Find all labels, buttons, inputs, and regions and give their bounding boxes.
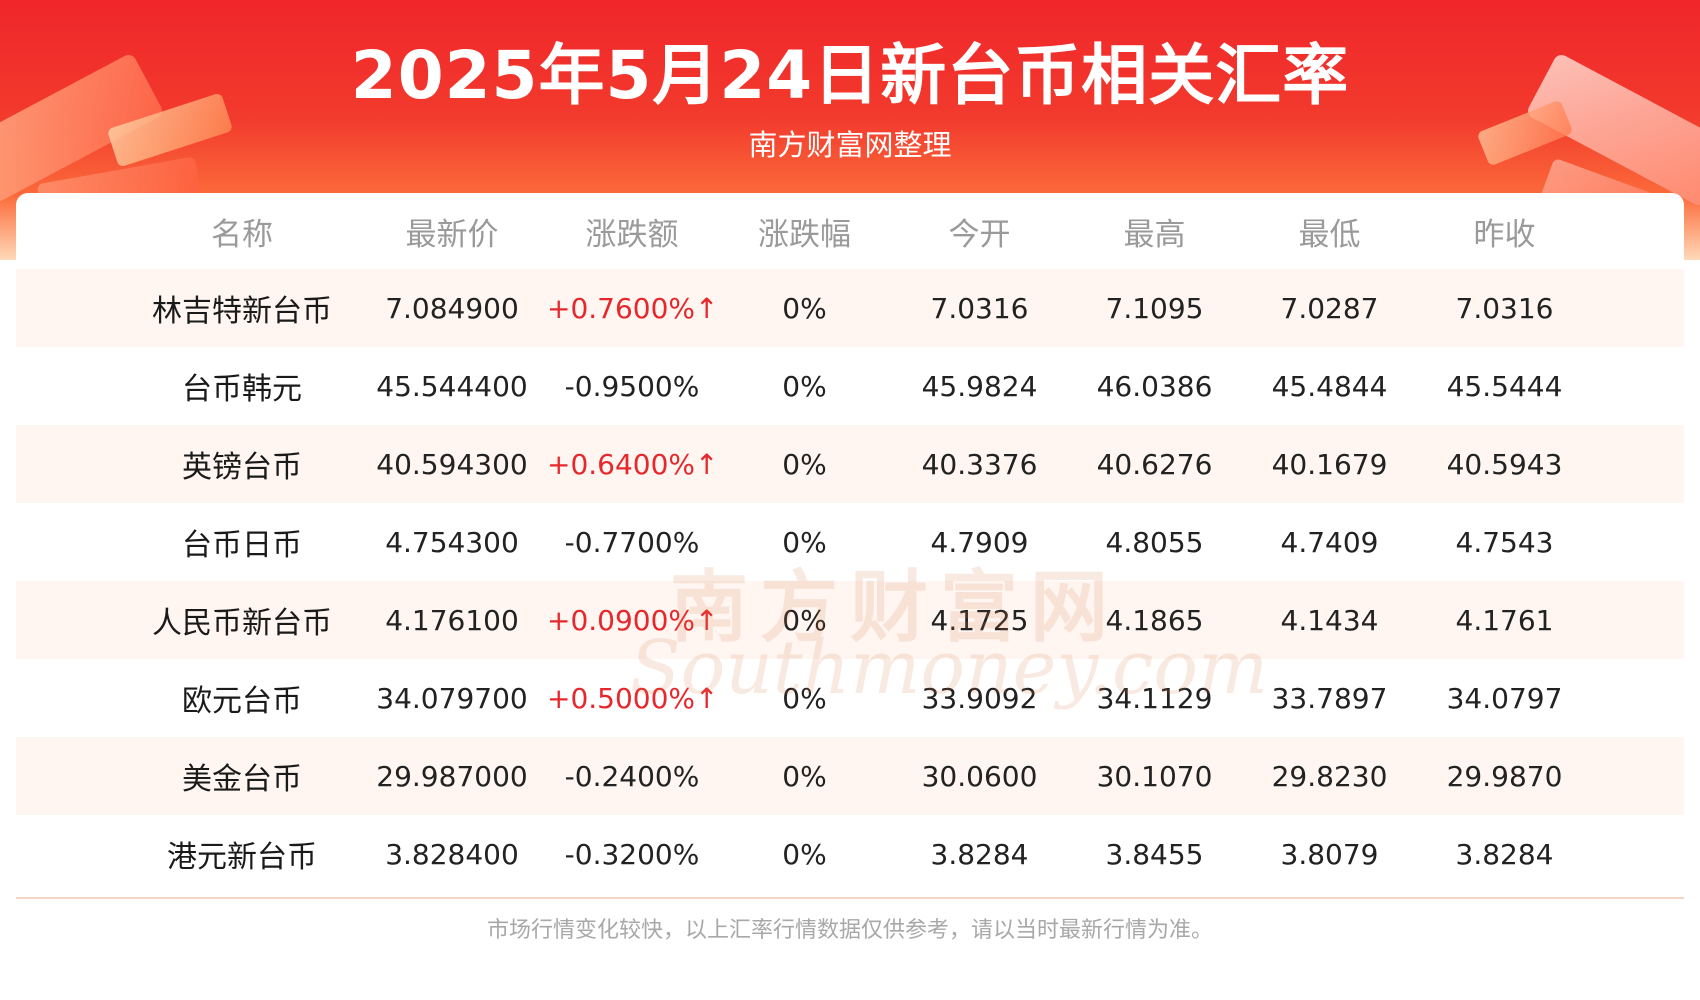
cell-name: 美金台币 <box>182 762 302 797</box>
cell-name: 人民币新台币 <box>152 606 332 641</box>
table-row: 美金台币 29.987000 -0.2400% 0% 30.0600 30.10… <box>16 737 1684 815</box>
cell-change-pct: 0% <box>782 447 827 481</box>
column-header-high: 最高 <box>1123 216 1186 253</box>
cell-name: 林吉特新台币 <box>152 294 332 329</box>
cell-prev-close: 4.7543 <box>1455 525 1554 559</box>
cell-low: 45.4844 <box>1271 369 1388 403</box>
cell-latest: 29.987000 <box>376 759 528 793</box>
cell-open: 4.7909 <box>930 525 1029 559</box>
column-header-change: 涨跌额 <box>585 216 679 253</box>
table-row: 英镑台币 40.594300 +0.6400%↑ 0% 40.3376 40.6… <box>16 425 1684 503</box>
table-row: 人民币新台币 4.176100 +0.0900%↑ 0% 4.1725 4.18… <box>16 581 1684 659</box>
cell-change-pct: 0% <box>782 291 827 325</box>
cell-high: 46.0386 <box>1096 369 1213 403</box>
column-header-change-pct: 涨跌幅 <box>758 216 851 253</box>
cell-change-pct: 0% <box>782 837 827 871</box>
cell-latest: 4.176100 <box>385 603 519 637</box>
cell-latest: 7.084900 <box>385 291 519 325</box>
cell-prev-close: 3.8284 <box>1455 837 1554 871</box>
cell-prev-close: 29.9870 <box>1446 759 1563 793</box>
column-header-open: 今开 <box>948 216 1011 253</box>
cell-low: 4.1434 <box>1280 603 1379 637</box>
cell-high: 3.8455 <box>1105 837 1204 871</box>
rates-table: 名称 最新价 涨跌额 涨跌幅 今开 最高 最低 昨收 林吉特新台币 7.0849… <box>16 193 1684 899</box>
cell-open: 45.9824 <box>921 369 1038 403</box>
table-row: 台币韩元 45.544400 -0.9500% 0% 45.9824 46.03… <box>16 347 1684 425</box>
cell-open: 3.8284 <box>930 837 1029 871</box>
cell-name: 英镑台币 <box>182 450 302 485</box>
cell-latest: 40.594300 <box>376 447 528 481</box>
cell-latest: 4.754300 <box>385 525 519 559</box>
cell-low: 40.1679 <box>1271 447 1388 481</box>
table-row: 港元新台币 3.828400 -0.3200% 0% 3.8284 3.8455… <box>16 815 1684 893</box>
column-header-prev-close: 昨收 <box>1473 216 1536 253</box>
column-header-latest: 最新价 <box>405 216 499 253</box>
cell-change-pct: 0% <box>782 759 827 793</box>
cell-open: 4.1725 <box>930 603 1029 637</box>
cell-high: 4.1865 <box>1105 603 1204 637</box>
column-header-low: 最低 <box>1298 216 1361 253</box>
footer-disclaimer: 市场行情变化较快，以上汇率行情数据仅供参考，请以当时最新行情为准。 <box>486 918 1213 943</box>
column-header-name: 名称 <box>211 216 273 253</box>
cell-change-pct: 0% <box>782 681 827 715</box>
cell-open: 7.0316 <box>930 291 1029 325</box>
table-body: 林吉特新台币 7.084900 +0.7600%↑ 0% 7.0316 7.10… <box>16 269 1684 893</box>
cell-low: 29.8230 <box>1271 759 1388 793</box>
cell-prev-close: 4.1761 <box>1455 603 1554 637</box>
cell-open: 33.9092 <box>921 681 1038 715</box>
cell-high: 30.1070 <box>1096 759 1213 793</box>
cell-open: 30.0600 <box>921 759 1038 793</box>
cell-name: 港元新台币 <box>167 840 317 875</box>
cell-low: 7.0287 <box>1280 291 1379 325</box>
page-title: 2025年5月24日新台币相关汇率 <box>350 37 1350 114</box>
table-row: 欧元台币 34.079700 +0.5000%↑ 0% 33.9092 34.1… <box>16 659 1684 737</box>
cell-change: -0.7700% <box>564 525 700 559</box>
cell-high: 40.6276 <box>1096 447 1213 481</box>
cell-low: 33.7897 <box>1271 681 1388 715</box>
table-row: 台币日币 4.754300 -0.7700% 0% 4.7909 4.8055 … <box>16 503 1684 581</box>
table-header: 名称 最新价 涨跌额 涨跌幅 今开 最高 最低 昨收 <box>16 193 1684 269</box>
cell-name: 台币韩元 <box>182 372 302 407</box>
cell-prev-close: 7.0316 <box>1455 291 1554 325</box>
cell-change: -0.9500% <box>564 369 700 403</box>
cell-prev-close: 40.5943 <box>1446 447 1563 481</box>
cell-latest: 34.079700 <box>376 681 528 715</box>
page-subtitle: 南方财富网整理 <box>748 128 952 162</box>
cell-change: -0.3200% <box>564 837 700 871</box>
cell-latest: 45.544400 <box>376 369 528 403</box>
cell-change: +0.7600%↑ <box>547 291 719 325</box>
cell-name: 台币日币 <box>182 528 302 563</box>
cell-change-pct: 0% <box>782 369 827 403</box>
cell-change: +0.6400%↑ <box>547 447 719 481</box>
table-row: 林吉特新台币 7.084900 +0.7600%↑ 0% 7.0316 7.10… <box>16 269 1684 347</box>
cell-prev-close: 45.5444 <box>1446 369 1563 403</box>
cell-change: -0.2400% <box>564 759 700 793</box>
cell-high: 34.1129 <box>1096 681 1213 715</box>
cell-low: 3.8079 <box>1280 837 1379 871</box>
cell-high: 4.8055 <box>1105 525 1204 559</box>
cell-change-pct: 0% <box>782 603 827 637</box>
cell-name: 欧元台币 <box>182 684 302 719</box>
cell-change-pct: 0% <box>782 525 827 559</box>
cell-open: 40.3376 <box>921 447 1038 481</box>
cell-prev-close: 34.0797 <box>1446 681 1563 715</box>
cell-low: 4.7409 <box>1280 525 1379 559</box>
cell-change: +0.0900%↑ <box>547 603 719 637</box>
cell-latest: 3.828400 <box>385 837 519 871</box>
cell-change: +0.5000%↑ <box>547 681 719 715</box>
cell-high: 7.1095 <box>1105 291 1204 325</box>
